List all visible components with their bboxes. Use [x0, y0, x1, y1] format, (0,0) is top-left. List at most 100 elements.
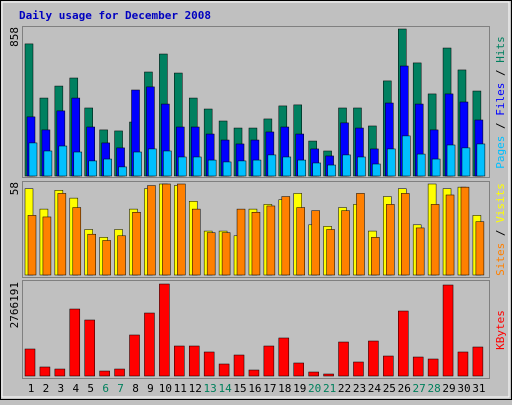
x-tick-label: 9 — [147, 382, 154, 395]
bar — [43, 150, 53, 177]
bar — [402, 135, 411, 177]
bar — [281, 196, 291, 276]
legend-entry: KBytes — [494, 310, 507, 350]
bar — [323, 373, 334, 377]
x-tick-label: 29 — [442, 382, 455, 395]
bar — [192, 156, 202, 177]
bar — [191, 208, 201, 276]
x-tick-label: 31 — [472, 382, 485, 395]
bar — [461, 147, 471, 177]
bar — [39, 366, 51, 377]
x-tick-label: 30 — [457, 382, 470, 395]
legend: Pages / Files / Hits — [494, 36, 507, 169]
x-tick-label: 27 — [413, 382, 426, 395]
bar — [147, 185, 156, 276]
bar — [401, 193, 410, 276]
bar — [24, 348, 36, 377]
legend-entry: Sites — [494, 243, 507, 276]
x-tick-label: 4 — [72, 382, 79, 395]
x-tick-label: 16 — [248, 382, 261, 395]
bar — [236, 208, 246, 276]
bar — [159, 283, 170, 377]
x-tick-label: 15 — [233, 382, 246, 395]
bar — [27, 215, 37, 276]
x-tick-label: 14 — [218, 382, 232, 395]
x-tick-label: 1 — [28, 382, 35, 395]
bar — [372, 163, 381, 177]
legend-entry: Visits — [494, 183, 507, 223]
bar — [72, 207, 82, 276]
bar — [144, 312, 155, 377]
bar — [233, 354, 245, 377]
bar — [174, 345, 185, 377]
x-tick-label: 28 — [427, 382, 440, 395]
bar — [415, 227, 425, 276]
x-tick-label: 2 — [43, 382, 50, 395]
bar — [278, 337, 290, 377]
bar — [383, 355, 394, 377]
bar — [203, 351, 215, 377]
legend-separator: / — [494, 116, 507, 136]
bar — [237, 160, 247, 177]
bar — [326, 229, 335, 276]
title: Daily usage for December 2008 — [19, 9, 211, 22]
x-tick-label: 24 — [368, 382, 382, 395]
bar — [251, 211, 261, 276]
bar — [357, 156, 366, 177]
x-tick-label: 23 — [353, 382, 366, 395]
bar — [445, 194, 455, 276]
bar — [427, 358, 439, 377]
y-max-label: 58 — [8, 182, 21, 195]
bar — [57, 193, 67, 276]
legend-separator: / — [494, 63, 507, 83]
legend: Sites / Visits — [494, 183, 507, 276]
bar — [460, 186, 470, 276]
legend-entry: Hits — [494, 36, 507, 63]
bar — [218, 363, 230, 377]
bar — [416, 153, 426, 177]
bar — [69, 308, 81, 377]
bar — [311, 210, 320, 276]
bar — [58, 145, 68, 177]
bar — [338, 341, 349, 377]
bar — [282, 156, 292, 177]
x-tick-label: 17 — [263, 382, 276, 395]
bar — [308, 371, 319, 377]
y-max-label: 2766191 — [8, 282, 21, 328]
bar — [42, 216, 52, 276]
x-tick-label: 3 — [58, 382, 65, 395]
x-tick-label: 26 — [398, 382, 411, 395]
x-tick-label: 11 — [174, 382, 187, 395]
bar — [132, 211, 141, 276]
bar — [54, 368, 66, 377]
bar — [442, 284, 454, 377]
bar — [356, 193, 365, 276]
bar — [475, 221, 485, 276]
bar — [267, 154, 277, 177]
bar — [73, 151, 83, 177]
bar — [103, 158, 112, 177]
bar — [88, 160, 97, 177]
bar — [266, 205, 276, 276]
bar — [387, 148, 396, 177]
bar — [297, 159, 306, 177]
bar — [386, 204, 395, 276]
x-tick-label: 18 — [278, 382, 291, 395]
bar — [476, 143, 486, 177]
bar — [430, 204, 440, 276]
bar — [412, 356, 424, 377]
bar — [163, 150, 172, 177]
x-tick-label: 10 — [159, 382, 172, 395]
bar — [457, 351, 469, 377]
frame-bevel — [1, 1, 510, 398]
x-tick-label: 5 — [87, 382, 94, 395]
bar — [293, 362, 304, 377]
bar — [342, 154, 351, 177]
bar — [263, 345, 275, 377]
panel — [22, 280, 490, 379]
bar — [222, 161, 232, 177]
x-tick-label: 25 — [383, 382, 396, 395]
x-tick-label: 20 — [308, 382, 321, 395]
bar — [206, 232, 216, 276]
